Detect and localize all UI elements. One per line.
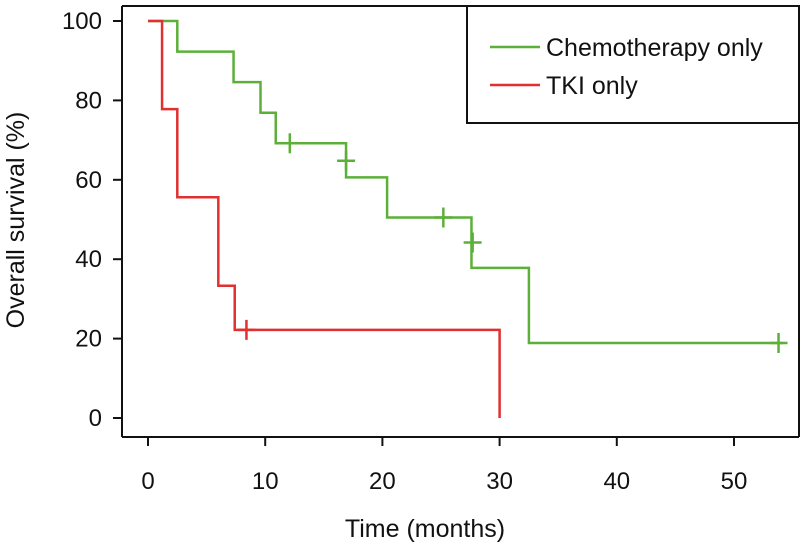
series-2 bbox=[148, 19, 501, 418]
x-tick-label: 40 bbox=[603, 468, 630, 495]
legend-label: Chemotherapy only bbox=[546, 34, 763, 62]
series-line bbox=[148, 19, 501, 418]
x-tick-label: 0 bbox=[141, 468, 154, 495]
y-tick-label: 20 bbox=[75, 326, 102, 353]
x-tick-label: 50 bbox=[721, 468, 748, 495]
series-line bbox=[148, 19, 784, 345]
y-tick-label: 40 bbox=[75, 246, 102, 273]
y-tick-label: 100 bbox=[62, 8, 102, 35]
axes: 0 10 20 30 40 50 0 20 40 60 80 100 bbox=[62, 5, 800, 495]
x-tick-label: 30 bbox=[486, 468, 513, 495]
series-1 bbox=[148, 19, 788, 353]
x-tick-label: 10 bbox=[252, 468, 279, 495]
legend: Chemotherapy only TKI only bbox=[466, 5, 800, 124]
legend-label: TKI only bbox=[546, 72, 638, 100]
y-tick-label: 60 bbox=[75, 167, 102, 194]
legend-box bbox=[466, 5, 800, 124]
x-axis-title: Time (months) bbox=[345, 515, 505, 543]
x-tick-label: 20 bbox=[369, 468, 396, 495]
y-tick-label: 80 bbox=[75, 87, 102, 114]
y-axis-title: Overall survival (%) bbox=[2, 112, 30, 329]
series-layer bbox=[148, 19, 788, 418]
y-tick-label: 0 bbox=[89, 405, 102, 432]
